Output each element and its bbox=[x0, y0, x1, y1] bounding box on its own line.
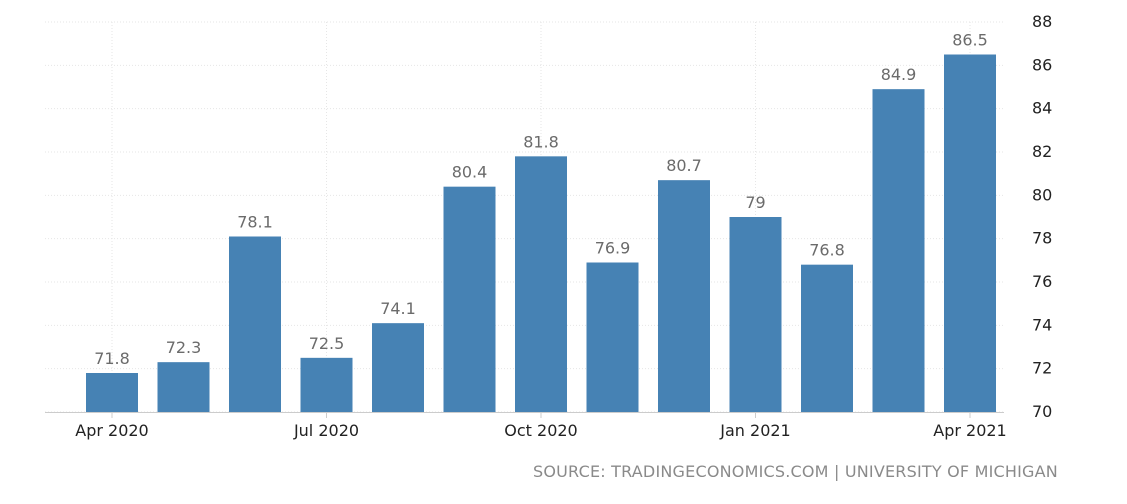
y-axis-ticks: 70 72 74 76 78 80 82 84 86 88 bbox=[1032, 12, 1052, 421]
bar-value-label: 71.8 bbox=[94, 349, 130, 368]
x-tick-label: Oct 2020 bbox=[504, 421, 577, 440]
x-tick-label: Apr 2020 bbox=[75, 421, 148, 440]
bar bbox=[801, 264, 853, 412]
y-tick-label: 78 bbox=[1032, 229, 1052, 248]
y-tick-label: 82 bbox=[1032, 142, 1052, 161]
bar bbox=[86, 373, 138, 412]
value-labels: 71.8 72.3 78.1 72.5 74.1 80.4 81.8 76.9 80.7 79 76… bbox=[94, 31, 988, 369]
source-note: SOURCE: TRADINGECONOMICS.COM | UNIVERSIT… bbox=[533, 462, 1058, 481]
y-tick-label: 88 bbox=[1032, 12, 1052, 31]
y-tick-label: 84 bbox=[1032, 99, 1052, 118]
bar-value-label: 79 bbox=[745, 193, 765, 212]
bar-value-label: 72.5 bbox=[309, 334, 345, 353]
x-axis-ticks: Apr 2020 Jul 2020 Oct 2020 Jan 2021 Apr 2021 bbox=[75, 412, 1007, 440]
y-tick-label: 80 bbox=[1032, 185, 1052, 204]
y-tick-label: 72 bbox=[1032, 359, 1052, 378]
bar bbox=[515, 156, 567, 412]
bar bbox=[300, 357, 353, 412]
y-tick-label: 74 bbox=[1032, 315, 1052, 334]
bar bbox=[658, 180, 710, 412]
bar bbox=[229, 236, 281, 412]
y-tick-label: 86 bbox=[1032, 55, 1052, 74]
bar-value-label: 80.7 bbox=[666, 156, 702, 175]
bar bbox=[586, 262, 639, 412]
bar bbox=[729, 217, 782, 412]
bar bbox=[872, 89, 925, 413]
bar-value-label: 76.9 bbox=[595, 239, 631, 258]
bar-value-label: 76.8 bbox=[809, 241, 845, 260]
bar-value-label: 74.1 bbox=[380, 299, 416, 318]
bar-value-label: 78.1 bbox=[237, 213, 273, 232]
bar-value-label: 84.9 bbox=[881, 65, 917, 84]
x-tick-label: Apr 2021 bbox=[933, 421, 1006, 440]
y-tick-label: 76 bbox=[1032, 272, 1052, 291]
bars bbox=[86, 54, 996, 413]
bar-value-label: 80.4 bbox=[452, 163, 488, 182]
x-tick-label: Jan 2021 bbox=[719, 421, 790, 440]
x-tick-label: Jul 2020 bbox=[293, 421, 359, 440]
bar-value-label: 72.3 bbox=[166, 338, 202, 357]
y-tick-label: 70 bbox=[1032, 402, 1052, 421]
bar-value-label: 86.5 bbox=[952, 31, 988, 50]
bar-value-label: 81.8 bbox=[523, 132, 559, 151]
bar bbox=[443, 186, 496, 412]
bar bbox=[372, 323, 424, 412]
bar bbox=[157, 362, 210, 412]
bar bbox=[944, 54, 996, 412]
